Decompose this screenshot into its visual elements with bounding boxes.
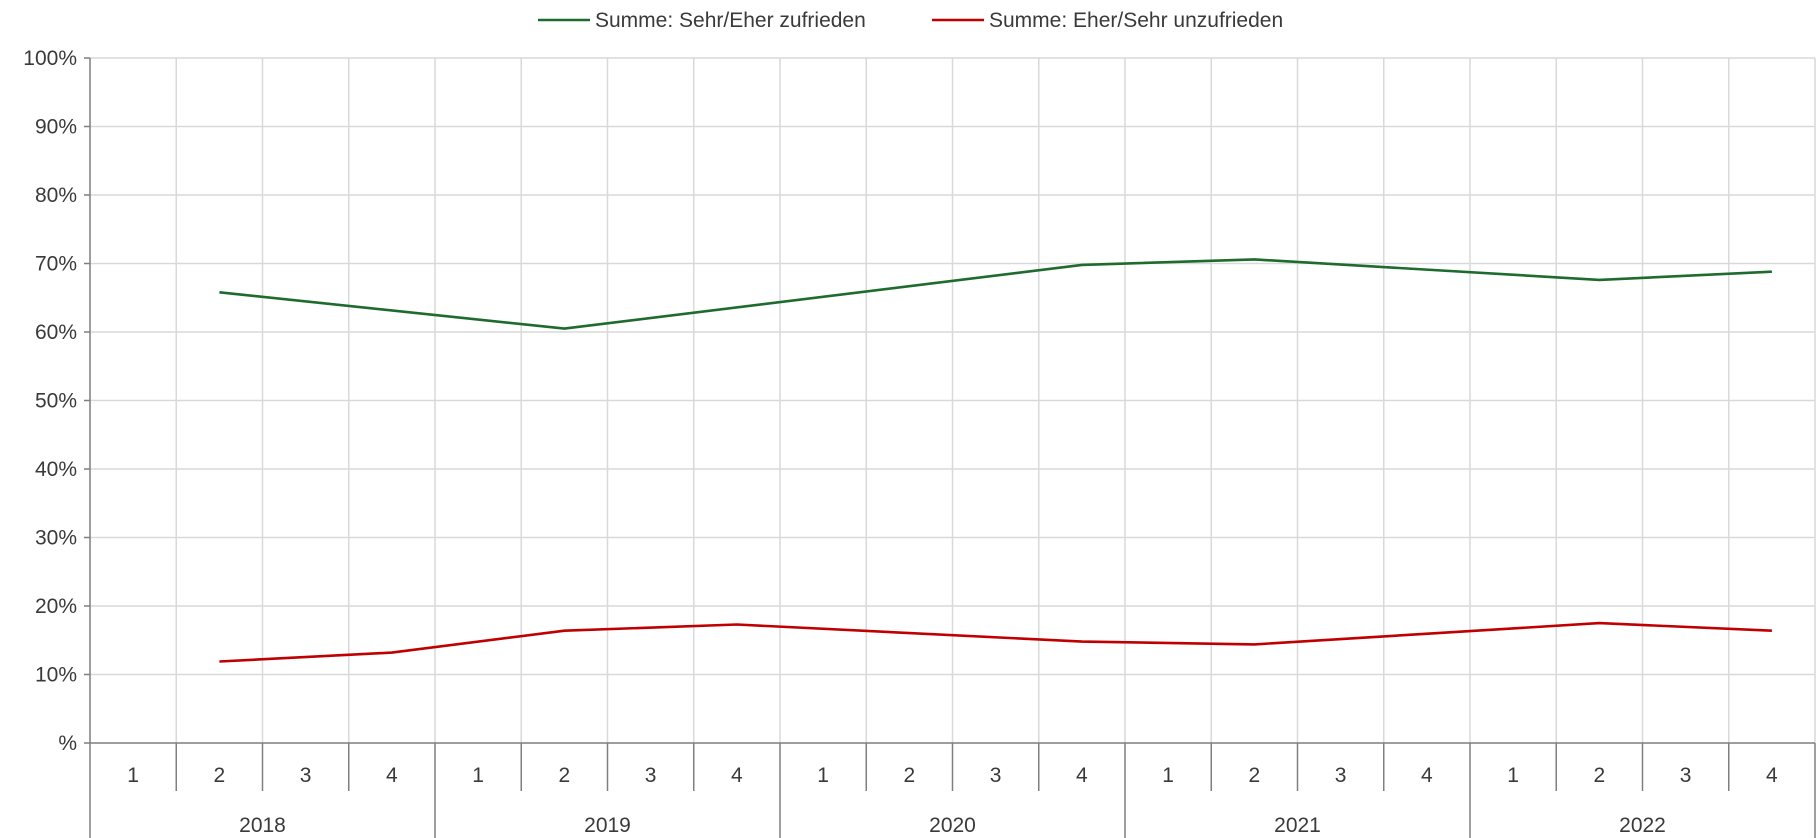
y-tick-label: 20% [35,595,77,618]
quarter-label: 3 [645,764,657,787]
quarter-label: 2 [1594,764,1606,787]
quarter-label: 2 [559,764,571,787]
quarter-label: 1 [817,764,829,787]
y-tick-label: 60% [35,321,77,344]
y-tick-label: 80% [35,184,77,207]
quarter-label: 3 [990,764,1002,787]
y-tick-label: 10% [35,664,77,687]
year-label: 2021 [1274,814,1321,837]
y-tick-label: 30% [35,527,77,550]
y-tick-label: 70% [35,253,77,276]
quarter-label: 4 [386,764,398,787]
y-tick-label: 50% [35,390,77,413]
y-tick-label: 40% [35,458,77,481]
y-tick-label: % [58,732,77,755]
gridlines [90,57,1816,743]
quarter-label: 4 [731,764,743,787]
year-label: 2022 [1619,814,1666,837]
year-label: 2018 [239,814,286,837]
quarter-label: 4 [1421,764,1433,787]
legend: Summe: Sehr/Eher zufrieden Summe: Eher/S… [538,9,1283,32]
year-label: 2019 [584,814,631,837]
axis-labels: % 10% 20% 30% 40% 50% 60% 70% 80% 90% 100% 1 2 3 4 1 2 3 4… [23,47,1778,837]
legend-label-satisfied: Summe: Sehr/Eher zufrieden [595,9,866,32]
quarter-label: 3 [1335,764,1347,787]
year-label: 2020 [929,814,976,837]
quarter-label: 1 [1507,764,1519,787]
series-line-satisfied [219,258,1772,330]
quarter-label: 4 [1076,764,1088,787]
series-line-dissatisfied [219,621,1772,663]
quarter-label: 2 [904,764,916,787]
quarter-label: 4 [1766,764,1778,787]
quarter-label: 1 [1162,764,1174,787]
quarter-label: 2 [1249,764,1261,787]
series-lines [219,258,1772,663]
quarter-label: 3 [300,764,312,787]
quarter-label: 1 [127,764,139,787]
y-tick-label: 90% [35,116,77,139]
y-tick-label: 100% [23,47,77,70]
quarter-label: 2 [214,764,226,787]
quarter-label: 3 [1680,764,1692,787]
axes [84,57,1816,838]
legend-label-dissatisfied: Summe: Eher/Sehr unzufrieden [989,9,1283,32]
quarter-label: 1 [472,764,484,787]
